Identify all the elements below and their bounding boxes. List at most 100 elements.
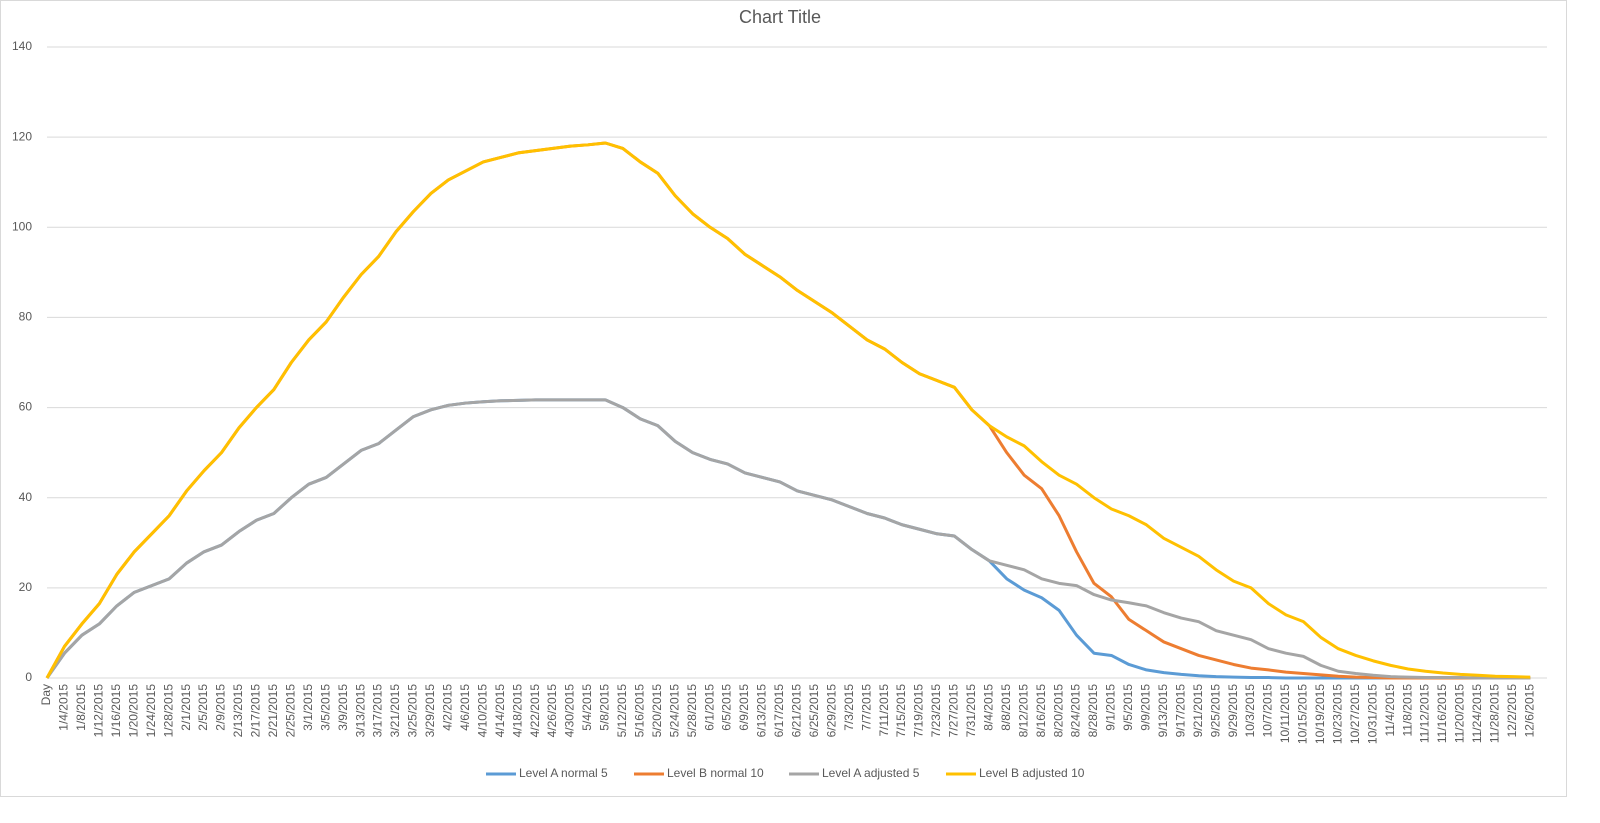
x-tick-label: 1/20/2015: [126, 684, 140, 738]
y-tick-label: 100: [12, 219, 32, 233]
x-tick-label: 8/24/2015: [1069, 684, 1083, 738]
data-line: [45, 398, 1531, 680]
x-tick-label: 2/9/2015: [214, 684, 228, 731]
x-tick-label: 4/18/2015: [510, 684, 524, 738]
x-tick-label: 3/29/2015: [423, 684, 437, 738]
x-tick-label: 5/12/2015: [615, 684, 629, 738]
data-line: [45, 398, 1531, 680]
x-tick-label: 10/7/2015: [1261, 684, 1275, 738]
x-tick-label: 8/16/2015: [1034, 684, 1048, 738]
x-tick-label: 1/12/2015: [92, 684, 106, 738]
x-tick-label: 7/27/2015: [947, 684, 961, 738]
x-tick-label: 2/13/2015: [231, 684, 245, 738]
x-tick-label: 7/7/2015: [859, 684, 873, 731]
x-tick-label: 6/25/2015: [807, 684, 821, 738]
x-tick-label: 11/8/2015: [1400, 684, 1414, 737]
x-tick-label: 10/19/2015: [1313, 684, 1327, 744]
chart-title: Chart Title: [739, 7, 821, 27]
x-tick-label: 10/15/2015: [1296, 684, 1310, 744]
x-tick-label: 6/13/2015: [755, 684, 769, 738]
x-tick-label: 6/5/2015: [720, 684, 734, 731]
x-tick-label: 5/8/2015: [598, 684, 612, 731]
x-tick-label: 9/21/2015: [1191, 684, 1205, 738]
x-tick-label: 2/21/2015: [266, 684, 280, 738]
y-tick-label: 20: [19, 580, 33, 594]
x-tick-label: 1/24/2015: [144, 684, 158, 738]
x-tick-label: 5/28/2015: [685, 684, 699, 738]
y-tick-label: 0: [25, 670, 32, 684]
x-tick-label: 12/6/2015: [1522, 684, 1536, 738]
x-tick-label: 5/16/2015: [632, 684, 646, 738]
x-tick-label: 7/19/2015: [912, 684, 926, 738]
x-tick-label: 7/15/2015: [894, 684, 908, 738]
x-tick-label: 3/13/2015: [353, 684, 367, 738]
x-tick-label: 6/29/2015: [824, 684, 838, 738]
x-tick-label: 11/20/2015: [1453, 684, 1467, 743]
y-tick-label: 80: [19, 310, 33, 324]
legend-label: Level B normal 10: [667, 766, 764, 780]
x-tick-label: 2/25/2015: [283, 684, 297, 738]
x-tick-label: 11/12/2015: [1418, 684, 1432, 743]
x-tick-label: 4/30/2015: [563, 684, 577, 738]
y-tick-label: 120: [12, 129, 32, 143]
x-tick-label: 7/11/2015: [877, 684, 891, 737]
legend-label: Level A adjusted 5: [822, 766, 920, 780]
x-tick-label: 3/25/2015: [406, 684, 420, 738]
x-tick-label: 7/3/2015: [842, 684, 856, 731]
x-tick-label: 1/8/2015: [74, 684, 88, 731]
x-tick-label: 8/8/2015: [999, 684, 1013, 731]
y-tick-label: 40: [19, 490, 33, 504]
x-tick-label: 5/20/2015: [650, 684, 664, 738]
x-tick-label: 6/9/2015: [737, 684, 751, 731]
x-tick-label: 9/9/2015: [1139, 684, 1153, 731]
x-tick-label: 9/1/2015: [1104, 684, 1118, 731]
x-tick-label: 9/25/2015: [1208, 684, 1222, 738]
x-tick-label: 4/26/2015: [545, 684, 559, 738]
x-tick-label: 8/28/2015: [1086, 684, 1100, 738]
x-tick-label: 3/21/2015: [388, 684, 402, 738]
legend-label: Level B adjusted 10: [979, 766, 1085, 780]
x-tick-label: 9/29/2015: [1226, 684, 1240, 738]
x-tick-label: 3/17/2015: [371, 684, 385, 738]
x-tick-label: 11/4/2015: [1383, 684, 1397, 737]
x-tick-label: 5/24/2015: [667, 684, 681, 738]
x-tick-label: 3/9/2015: [336, 684, 350, 731]
x-tick-label: 4/6/2015: [458, 684, 472, 731]
x-tick-label: 1/16/2015: [109, 684, 123, 738]
x-tick-label: 7/23/2015: [929, 684, 943, 738]
x-tick-label: 11/28/2015: [1488, 684, 1502, 743]
x-tick-label: 4/10/2015: [475, 684, 489, 738]
legend-label: Level A normal 5: [519, 766, 608, 780]
x-tick-label: 11/24/2015: [1470, 684, 1484, 743]
x-tick-label: 2/5/2015: [196, 684, 210, 731]
x-tick-label: 4/14/2015: [493, 684, 507, 738]
x-tick-label: 10/27/2015: [1348, 684, 1362, 744]
x-tick-label: 3/5/2015: [318, 684, 332, 731]
x-tick-label: 8/12/2015: [1016, 684, 1030, 738]
x-tick-label: 3/1/2015: [301, 684, 315, 731]
x-tick-label: 9/17/2015: [1173, 684, 1187, 738]
x-tick-label: 9/5/2015: [1121, 684, 1135, 731]
x-tick-label: 6/1/2015: [702, 684, 716, 731]
data-line: [45, 141, 1531, 679]
y-tick-label: 140: [12, 39, 32, 53]
x-tick-label: 11/16/2015: [1435, 684, 1449, 743]
x-tick-label: 1/28/2015: [161, 684, 175, 738]
x-tick-label: Day: [39, 684, 53, 705]
x-tick-label: 7/31/2015: [964, 684, 978, 738]
x-tick-label: 10/3/2015: [1243, 684, 1257, 738]
chart-border: [0, 0, 1567, 797]
data-line: [45, 141, 1531, 680]
x-tick-label: 2/17/2015: [249, 684, 263, 738]
x-tick-label: 4/2/2015: [441, 684, 455, 731]
x-tick-label: 10/11/2015: [1278, 684, 1292, 743]
x-tick-label: 1/4/2015: [57, 684, 71, 731]
x-tick-label: 8/20/2015: [1051, 684, 1065, 738]
x-tick-label: 6/21/2015: [790, 684, 804, 738]
y-tick-label: 60: [19, 400, 33, 414]
x-tick-label: 4/22/2015: [528, 684, 542, 738]
x-tick-label: 6/17/2015: [772, 684, 786, 738]
x-tick-label: 8/4/2015: [981, 684, 995, 731]
